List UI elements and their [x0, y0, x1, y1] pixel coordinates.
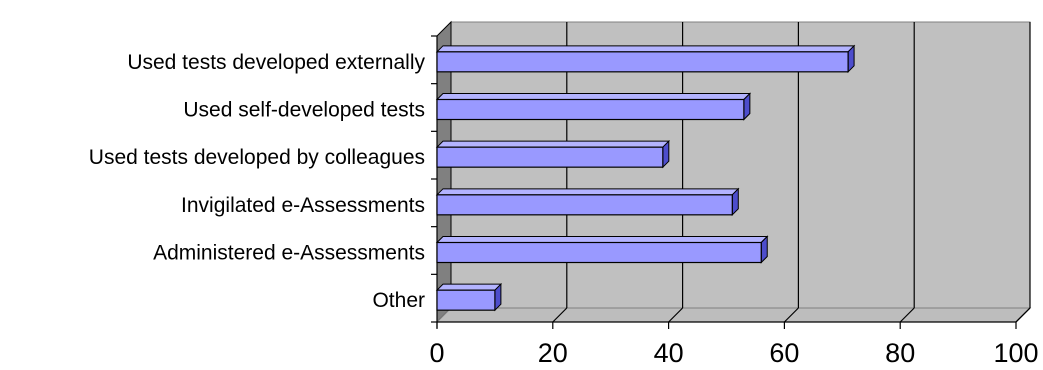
floor — [435, 307, 1032, 323]
bar-front — [436, 289, 496, 311]
bar-top — [435, 45, 856, 53]
x-tick-label: 80 — [885, 338, 915, 368]
axes — [431, 35, 1031, 328]
bar-top — [435, 140, 671, 148]
bar-front — [436, 146, 664, 168]
bar-top — [435, 236, 769, 243]
category-labels: Used tests developed externally Used self… — [89, 51, 426, 312]
bar — [435, 92, 752, 121]
bar-top — [435, 188, 740, 196]
category-label: Invigilated e-Assessments — [181, 194, 425, 217]
bar — [435, 44, 856, 74]
bar-top — [435, 283, 503, 291]
gridline-floor — [552, 307, 568, 323]
bars — [435, 44, 856, 312]
x-tick-label: 0 — [429, 338, 444, 368]
bar-front — [436, 98, 745, 121]
bar-front — [436, 51, 849, 73]
bar-front — [436, 241, 762, 264]
gridline-floor — [668, 307, 684, 323]
x-tick-label: 20 — [538, 338, 568, 368]
category-label: Used tests developed by colleagues — [89, 146, 425, 169]
floor-edge — [1015, 307, 1031, 323]
bar-front — [436, 194, 733, 216]
bar — [435, 235, 769, 264]
x-tick-label: 40 — [654, 338, 684, 368]
x-tick-label: 60 — [769, 338, 799, 368]
bar — [435, 282, 503, 312]
gridline-floor — [783, 307, 799, 323]
x-tick-label: 100 — [993, 338, 1038, 368]
bar-top — [435, 93, 752, 100]
category-label: Administered e-Assessments — [153, 242, 425, 265]
gridline-floor — [899, 307, 915, 323]
category-label: Other — [372, 289, 425, 312]
category-label: Used tests developed externally — [127, 51, 425, 74]
category-label: Used self-developed tests — [183, 99, 425, 122]
bar — [435, 187, 740, 217]
tick-labels: 0 20 40 60 80 100 — [429, 322, 1039, 368]
bar — [435, 139, 671, 169]
